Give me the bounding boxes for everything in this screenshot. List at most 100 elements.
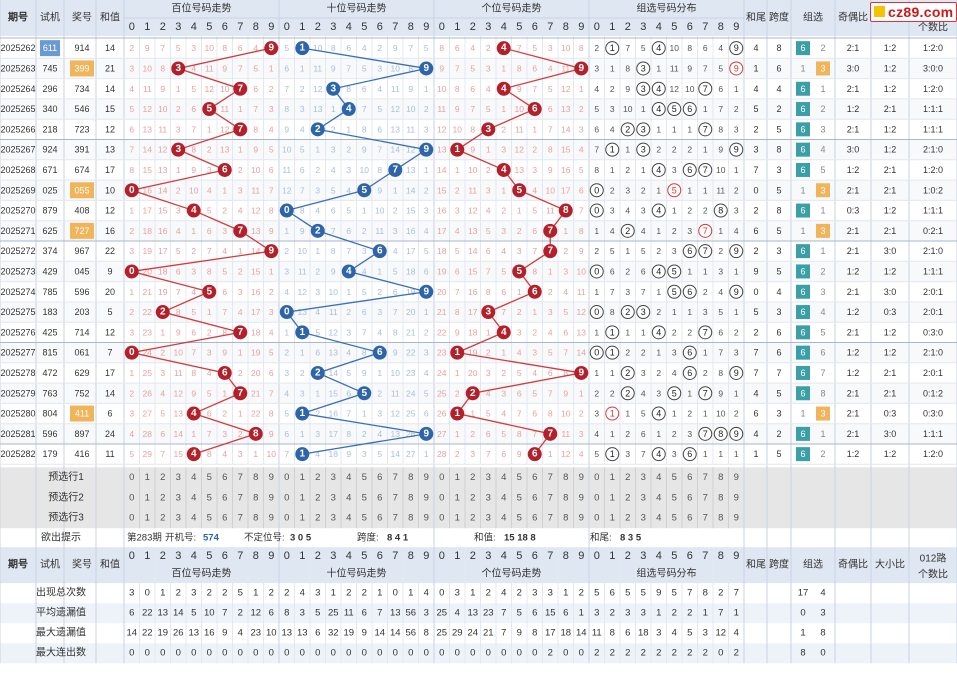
header-digit: 3	[640, 21, 646, 33]
miss-value: 25	[143, 368, 153, 378]
odd-even-ratio: 2:1	[847, 246, 860, 256]
miss-value: 2	[300, 84, 305, 94]
group3-value: 2	[820, 104, 825, 114]
sum-value: 21	[105, 63, 115, 73]
miss-value: 17	[437, 226, 447, 236]
header-digit: 9	[423, 21, 429, 33]
group3-badge	[816, 61, 830, 76]
group-miss-value: 2	[641, 348, 646, 358]
stat-value: 13	[297, 628, 308, 639]
trend-ball	[248, 426, 263, 441]
miss-value: 10	[329, 287, 339, 297]
preselect-digit: 4	[501, 472, 506, 483]
miss-value: 6	[548, 104, 553, 114]
trend-ball-text: 3	[330, 83, 336, 94]
miss-value: 4	[470, 43, 475, 53]
miss-value: 2	[486, 348, 491, 358]
trend-ball	[372, 345, 387, 360]
group-miss-value: 1	[687, 185, 692, 195]
miss-value: 6	[160, 429, 165, 439]
miss-value: 3	[315, 429, 320, 439]
miss-value: 2	[284, 348, 289, 358]
trend-ball	[295, 325, 310, 340]
miss-value: 4	[579, 449, 584, 459]
group-miss-value: 8	[594, 165, 599, 175]
stat-value: 2	[625, 648, 630, 659]
preselect-digit: 5	[207, 472, 212, 483]
hint-pos-label: 不定位号:	[244, 532, 285, 544]
group-miss-value: 9	[625, 84, 630, 94]
stat-label: 最大连出数	[36, 646, 86, 659]
group-miss-value: 2	[625, 165, 630, 175]
bottom-header-digit: 8	[563, 550, 569, 562]
group-miss-value: 1	[672, 409, 677, 419]
bottom-header-digit: 1	[609, 550, 615, 562]
preselect-digit: 3	[641, 472, 646, 483]
preselect-digit: 4	[346, 492, 351, 503]
miss-value: 12	[406, 145, 416, 155]
miss-value: 2	[238, 266, 243, 276]
miss-value: 26	[143, 388, 153, 398]
miss-value: 1	[176, 84, 181, 94]
miss-value: 27	[406, 449, 416, 459]
trend-ball-text: 1	[299, 43, 305, 54]
miss-value: 4	[393, 246, 398, 256]
group-miss-value: 3	[610, 206, 615, 216]
miss-value: 16	[437, 206, 447, 216]
group-ball	[729, 244, 744, 259]
group-miss-value: 6	[703, 43, 708, 53]
trial-number: 374	[42, 246, 57, 256]
header-digit: 1	[299, 21, 305, 33]
site-logo[interactable]: cz89.com	[870, 2, 957, 22]
stat-group6: 8	[800, 648, 805, 659]
group-ball-text: 2	[625, 307, 630, 317]
group3-value: 1	[820, 84, 825, 94]
prize-number: 967	[74, 246, 89, 256]
miss-value: 17	[158, 246, 168, 256]
miss-value: 27	[437, 429, 447, 439]
miss-value: 1	[563, 226, 568, 236]
group-ball-text: 4	[656, 165, 661, 175]
miss-value: 1	[176, 165, 181, 175]
trial-number: 879	[42, 206, 57, 216]
miss-value: 3	[362, 246, 367, 256]
group-miss-value: 8	[687, 43, 692, 53]
group-miss-value: 1	[703, 266, 708, 276]
group-miss-value: 1	[718, 449, 723, 459]
stat-value: 6	[362, 608, 367, 619]
miss-value: 4	[315, 206, 320, 216]
group3-value: 3	[820, 226, 825, 236]
stat-value: 18	[638, 628, 649, 639]
miss-value: 6	[563, 327, 568, 337]
group6-value: 1	[800, 226, 805, 236]
miss-value: 5	[176, 246, 181, 256]
stat-value: 14	[374, 628, 385, 639]
group-ball-text: 9	[734, 43, 739, 53]
group-miss-value: 7	[641, 449, 646, 459]
miss-value: 2	[222, 206, 227, 216]
preselect-digit: 9	[424, 492, 429, 503]
sum-tail: 2	[753, 327, 758, 337]
miss-value: 2	[207, 145, 212, 155]
preselect-digit: 9	[579, 492, 584, 503]
miss-value: 2	[238, 368, 243, 378]
preselect-digit: 9	[734, 513, 739, 524]
bottom-header-ratio012-b: 个数比	[918, 568, 948, 581]
group-ball-text: 0	[594, 307, 599, 317]
stat-value: 0	[315, 648, 320, 659]
prize-badge	[70, 222, 94, 239]
bottom-header-digit: 6	[687, 550, 693, 562]
miss-value: 9	[517, 449, 522, 459]
group-ball	[651, 41, 666, 56]
miss-value: 5	[517, 368, 522, 378]
group-ball	[651, 81, 666, 96]
miss-value: 12	[577, 307, 587, 317]
miss-value: 8	[191, 368, 196, 378]
stat-value: 1	[377, 588, 382, 599]
preselect-digit: 8	[718, 513, 723, 524]
trend-ball	[419, 142, 434, 157]
trend-ball-text: 6	[377, 246, 383, 257]
trend-ball	[295, 406, 310, 421]
issue-number: 2025277	[0, 348, 35, 358]
group3-value: 6	[820, 348, 825, 358]
